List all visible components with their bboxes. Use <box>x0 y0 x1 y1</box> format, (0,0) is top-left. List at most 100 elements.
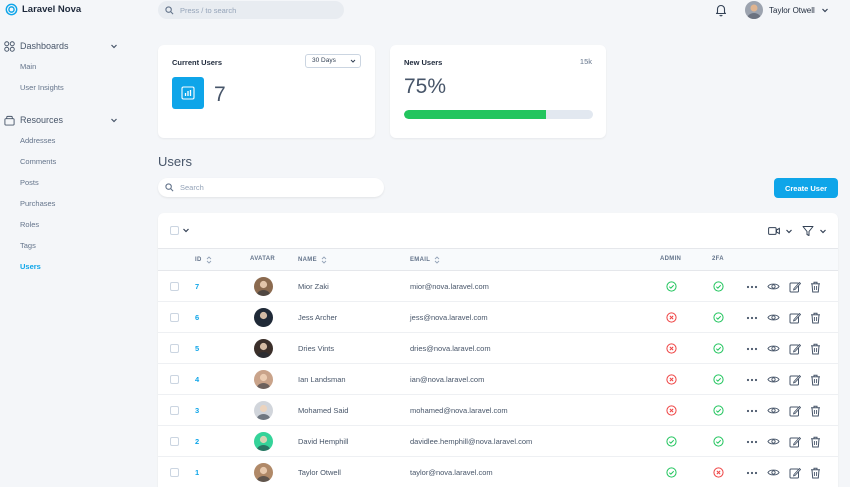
chevron-down-icon[interactable] <box>182 226 190 234</box>
sort-icon <box>321 256 327 264</box>
chevron-down-icon[interactable] <box>819 227 827 235</box>
chevron-down-icon[interactable] <box>785 227 793 235</box>
trash-icon[interactable] <box>810 374 821 386</box>
row-id[interactable]: 1 <box>195 468 200 477</box>
sidebar-item-purchases[interactable]: Purchases <box>20 199 56 208</box>
table-row[interactable]: 1 Taylor Otwell taylor@nova.laravel.com <box>158 457 838 487</box>
global-search-placeholder: Press / to search <box>180 5 237 15</box>
column-admin: ADMIN <box>660 256 682 262</box>
bell-icon[interactable] <box>714 3 728 17</box>
edit-icon[interactable] <box>789 343 801 355</box>
table-row[interactable]: 3 Mohamed Said mohamed@nova.laravel.com <box>158 395 838 426</box>
sidebar-section-dashboards[interactable]: Dashboards <box>0 36 140 56</box>
row-2fa <box>713 364 724 395</box>
more-icon[interactable] <box>746 378 758 382</box>
eye-icon[interactable] <box>767 436 780 447</box>
column-2fa: 2FA <box>712 256 724 262</box>
row-email: davidlee.hemphill@nova.laravel.com <box>410 437 533 446</box>
column-id[interactable]: ID <box>195 256 212 264</box>
eye-icon[interactable] <box>767 467 780 478</box>
row-checkbox[interactable] <box>170 437 179 446</box>
table-row[interactable]: 6 Jess Archer jess@nova.laravel.com <box>158 302 838 333</box>
row-id[interactable]: 4 <box>195 375 200 384</box>
row-actions <box>746 364 821 395</box>
edit-icon[interactable] <box>789 467 801 479</box>
row-admin <box>666 302 677 333</box>
table-row[interactable]: 7 Mior Zaki mior@nova.laravel.com <box>158 271 838 302</box>
sidebar-section-resources[interactable]: Resources <box>0 110 140 130</box>
row-checkbox[interactable] <box>170 375 179 384</box>
row-checkbox[interactable] <box>170 468 179 477</box>
row-admin <box>666 333 677 364</box>
chevron-down-icon <box>821 8 828 13</box>
eye-icon[interactable] <box>767 343 780 354</box>
more-icon[interactable] <box>746 347 758 351</box>
chevron-down-icon <box>111 118 117 123</box>
table-row[interactable]: 5 Dries Vints dries@nova.laravel.com <box>158 333 838 364</box>
column-email[interactable]: EMAIL <box>410 256 440 264</box>
edit-icon[interactable] <box>789 281 801 293</box>
x-circle-icon <box>666 405 677 416</box>
eye-icon[interactable] <box>767 374 780 385</box>
user-menu[interactable]: Taylor Otwell <box>745 1 829 19</box>
trash-icon[interactable] <box>810 281 821 293</box>
row-checkbox[interactable] <box>170 344 179 353</box>
row-id[interactable]: 5 <box>195 344 200 353</box>
search-input[interactable]: Search <box>158 178 384 197</box>
eye-icon[interactable] <box>767 312 780 323</box>
more-icon[interactable] <box>746 440 758 444</box>
sidebar-section-label: Dashboards <box>20 41 69 51</box>
trash-icon[interactable] <box>810 343 821 355</box>
row-name: Taylor Otwell <box>298 468 341 477</box>
row-checkbox[interactable] <box>170 313 179 322</box>
more-icon[interactable] <box>746 285 758 289</box>
view-icon[interactable] <box>768 226 780 236</box>
trash-icon[interactable] <box>810 467 821 479</box>
edit-icon[interactable] <box>789 374 801 386</box>
x-circle-icon <box>713 467 724 478</box>
more-icon[interactable] <box>746 409 758 413</box>
trash-icon[interactable] <box>810 405 821 417</box>
row-id[interactable]: 2 <box>195 437 200 446</box>
row-name: Mior Zaki <box>298 282 329 291</box>
trash-icon[interactable] <box>810 436 821 448</box>
sidebar: Dashboards Main User Insights Resources … <box>0 36 140 277</box>
row-email: dries@nova.laravel.com <box>410 344 491 353</box>
select-all-checkbox[interactable] <box>170 226 179 235</box>
edit-icon[interactable] <box>789 405 801 417</box>
column-name[interactable]: NAME <box>298 256 327 264</box>
sidebar-item-addresses[interactable]: Addresses <box>20 136 56 145</box>
row-checkbox[interactable] <box>170 406 179 415</box>
more-icon[interactable] <box>746 471 758 475</box>
create-user-button[interactable]: Create User <box>774 178 838 198</box>
range-select[interactable]: 30 Days <box>305 54 361 68</box>
row-id[interactable]: 7 <box>195 282 200 291</box>
sidebar-item-users[interactable]: Users <box>20 262 41 271</box>
avatar <box>254 308 273 327</box>
edit-icon[interactable] <box>789 312 801 324</box>
check-circle-icon <box>713 312 724 323</box>
trash-icon[interactable] <box>810 312 821 324</box>
table-row[interactable]: 4 Ian Landsman ian@nova.laravel.com <box>158 364 838 395</box>
row-id[interactable]: 3 <box>195 406 200 415</box>
row-admin <box>666 364 677 395</box>
sidebar-item-user-insights[interactable]: User Insights <box>20 83 64 92</box>
sidebar-item-posts[interactable]: Posts <box>20 178 39 187</box>
check-circle-icon <box>713 374 724 385</box>
sidebar-item-comments[interactable]: Comments <box>20 157 57 166</box>
eye-icon[interactable] <box>767 281 780 292</box>
row-checkbox[interactable] <box>170 282 179 291</box>
row-email: taylor@nova.laravel.com <box>410 468 493 477</box>
sidebar-item-tags[interactable]: Tags <box>20 241 36 250</box>
sort-icon <box>206 256 211 264</box>
edit-icon[interactable] <box>789 436 801 448</box>
global-search-input[interactable]: Press / to search <box>158 1 344 19</box>
more-icon[interactable] <box>746 316 758 320</box>
filter-icon[interactable] <box>802 225 814 237</box>
sidebar-item-roles[interactable]: Roles <box>20 220 40 229</box>
app-logo[interactable]: Laravel Nova <box>5 3 81 16</box>
row-id[interactable]: 6 <box>195 313 200 322</box>
sidebar-item-main[interactable]: Main <box>20 62 37 71</box>
eye-icon[interactable] <box>767 405 780 416</box>
table-row[interactable]: 2 David Hemphill davidlee.hemphill@nova.la… <box>158 426 838 457</box>
